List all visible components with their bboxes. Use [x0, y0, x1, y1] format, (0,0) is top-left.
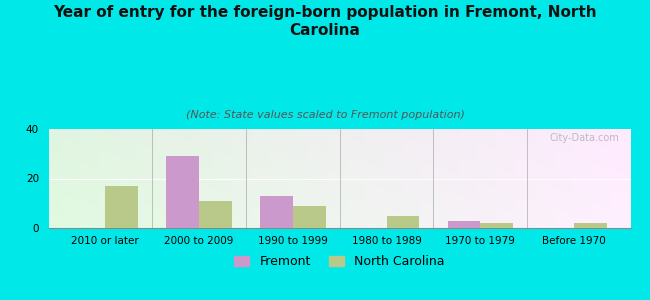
Bar: [448, 220, 480, 228]
Bar: [199, 201, 231, 228]
Text: City-Data.com: City-Data.com: [549, 133, 619, 143]
Bar: [166, 156, 199, 228]
Bar: [387, 216, 419, 228]
Bar: [292, 206, 326, 228]
Bar: [260, 196, 292, 228]
Bar: [574, 223, 607, 228]
Text: (Note: State values scaled to Fremont population): (Note: State values scaled to Fremont po…: [185, 110, 465, 119]
Bar: [105, 186, 138, 228]
Legend: Fremont, North Carolina: Fremont, North Carolina: [229, 250, 450, 273]
Text: Year of entry for the foreign-born population in Fremont, North
Carolina: Year of entry for the foreign-born popul…: [53, 4, 597, 38]
Bar: [480, 223, 514, 228]
